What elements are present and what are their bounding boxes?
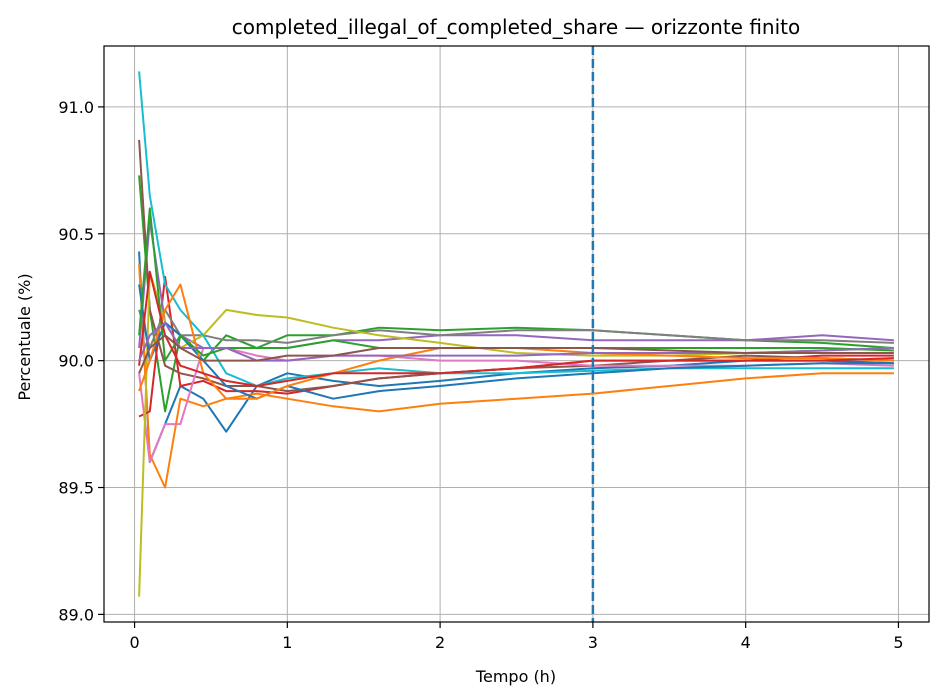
x-tick-label: 2 xyxy=(435,633,445,652)
series-line-11 xyxy=(138,284,894,400)
series-line-16 xyxy=(138,334,894,374)
y-axis-label: Percentuale (%) xyxy=(15,273,34,400)
y-axis-ticks: 89.0 89.5 90.0 90.5 91.0 xyxy=(58,98,104,624)
x-tick-label: 4 xyxy=(741,633,751,652)
series-line-6 xyxy=(138,139,894,393)
x-tick-label: 3 xyxy=(588,633,598,652)
y-tick-label: 90.0 xyxy=(58,352,94,371)
chart-title: completed_illegal_of_completed_share — o… xyxy=(232,15,800,39)
y-tick-label: 89.0 xyxy=(58,605,94,624)
series-line-14 xyxy=(138,270,894,387)
y-tick-label: 91.0 xyxy=(58,98,94,117)
plot-frame xyxy=(103,45,930,623)
x-tick-label: 5 xyxy=(893,633,903,652)
x-tick-label: 1 xyxy=(282,633,292,652)
series-line-8 xyxy=(138,308,894,349)
x-tick-label: 0 xyxy=(129,633,139,652)
x-axis-label: Tempo (h) xyxy=(475,667,556,686)
series-line-1 xyxy=(138,251,894,464)
x-axis-ticks: 0 1 2 3 4 5 xyxy=(129,622,904,652)
series-line-2 xyxy=(138,264,894,489)
y-tick-label: 89.5 xyxy=(58,479,94,498)
series-group xyxy=(138,71,894,597)
y-tick-label: 90.5 xyxy=(58,225,94,244)
